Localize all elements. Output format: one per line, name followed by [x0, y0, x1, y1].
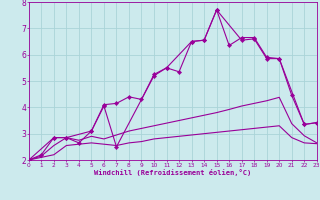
X-axis label: Windchill (Refroidissement éolien,°C): Windchill (Refroidissement éolien,°C) [94, 169, 252, 176]
